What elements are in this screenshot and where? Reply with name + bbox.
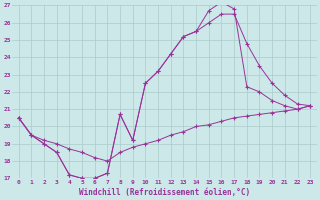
X-axis label: Windchill (Refroidissement éolien,°C): Windchill (Refroidissement éolien,°C) (79, 188, 250, 197)
